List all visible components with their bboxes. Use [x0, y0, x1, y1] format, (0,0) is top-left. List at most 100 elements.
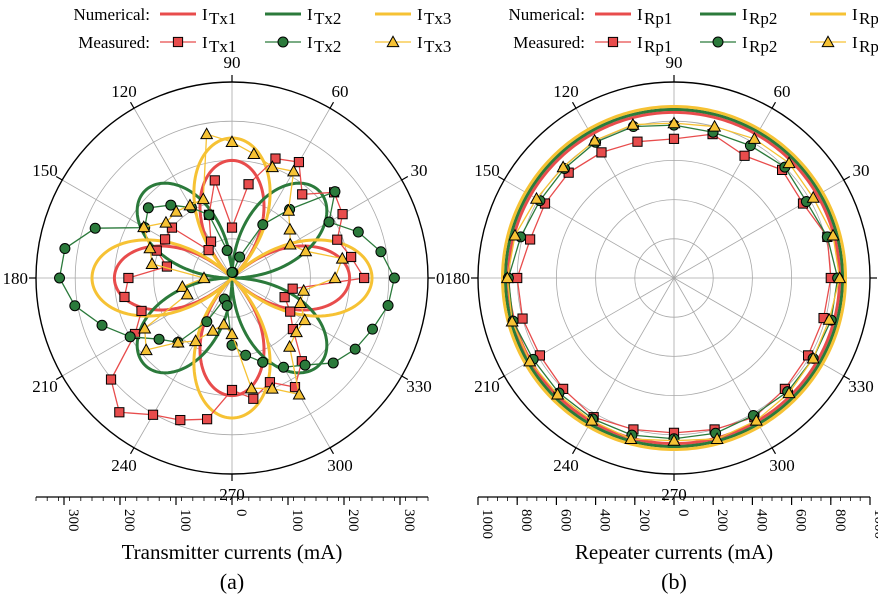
x-axis-title-b: Repeater currents (mA) — [575, 540, 773, 564]
measured-point-2 — [323, 216, 335, 228]
measured-point-1 — [359, 272, 370, 284]
measured-point-3 — [782, 156, 796, 169]
measured-point-3 — [169, 204, 183, 217]
measured-point-3 — [299, 244, 313, 257]
legend-entry-1: I — [202, 33, 208, 52]
radial-tick-label: 400 — [753, 509, 769, 532]
legend-entry-1: I — [637, 33, 643, 52]
measured-point-1 — [525, 234, 536, 245]
angle-label: 270 — [661, 485, 687, 504]
angle-label: 150 — [32, 161, 58, 180]
radial-tick-label: 200 — [345, 509, 361, 532]
legend-entry-sub-3: Rp3 — [859, 37, 878, 56]
measured-point-2 — [54, 272, 66, 284]
measured-point-2 — [375, 246, 387, 258]
measured-point-3 — [206, 323, 220, 336]
measured-point-1 — [205, 236, 217, 247]
angle-label: 330 — [848, 377, 874, 396]
angle-label: 240 — [553, 456, 579, 475]
measured-point-3 — [710, 432, 724, 445]
legend-measured-label: Measured: — [513, 33, 585, 52]
measured-point-3 — [588, 133, 602, 146]
measured-point-3 — [138, 321, 152, 334]
measured-point-1 — [270, 153, 281, 164]
measured-point-1 — [346, 251, 357, 263]
radial-tick-label: 1000 — [871, 509, 878, 539]
measured-point-1 — [248, 393, 259, 404]
measured-point-3 — [500, 271, 514, 284]
measured-point-2 — [278, 361, 290, 373]
measured-point-3 — [159, 215, 173, 228]
measured-point-2 — [165, 199, 177, 211]
measured-point-2 — [124, 331, 136, 343]
angle-tick — [129, 447, 135, 455]
angle-tick — [571, 101, 577, 109]
grid-spoke — [504, 179, 675, 279]
measured-point-3 — [707, 119, 722, 132]
angle-tick — [571, 447, 577, 455]
legend-entry-sub-1: Rp1 — [644, 37, 672, 56]
radial-tick-label: 800 — [832, 509, 848, 532]
measured-point-2 — [240, 349, 252, 361]
radial-tick-label: 100 — [289, 509, 305, 532]
measured-series-1 — [110, 157, 366, 421]
legend-entry-1: I — [202, 5, 208, 24]
legend-entry-sub-1: Rp1 — [644, 9, 672, 28]
measured-point-2 — [142, 202, 154, 214]
measured-point-3 — [529, 191, 544, 204]
measured-point-3 — [292, 387, 306, 400]
angle-label: 120 — [553, 82, 579, 101]
legend-entry-sub-1: Tx1 — [209, 9, 236, 28]
measured-point-2 — [382, 300, 394, 312]
measured-point-3 — [283, 222, 297, 235]
measured-point-3 — [196, 192, 210, 205]
measured-point-3 — [626, 117, 640, 130]
measured-point-3 — [244, 381, 259, 394]
angle-tick — [401, 375, 409, 381]
angle-label: 60 — [774, 82, 791, 101]
measured-point-1 — [279, 292, 290, 303]
legend-marker-2 — [277, 36, 289, 48]
measured-point-1 — [209, 175, 220, 186]
measured-point-1 — [226, 222, 238, 233]
angle-label: 330 — [406, 377, 432, 396]
legend-entry-sub-3: Rp3 — [859, 9, 878, 28]
measured-point-2 — [299, 359, 311, 371]
panel-label-b: (b) — [661, 569, 687, 594]
measured-point-1 — [332, 234, 343, 245]
measured-point-1 — [136, 305, 147, 317]
legend-numerical-label: Numerical: — [509, 5, 585, 24]
radial-tick-label: 600 — [793, 509, 809, 532]
measured-point-3 — [556, 160, 570, 173]
measured-point-2 — [153, 333, 165, 345]
measured-point-3 — [139, 343, 153, 356]
radial-tick-label: 0 — [675, 509, 691, 517]
angle-label: 30 — [853, 161, 870, 180]
measured-point-3 — [289, 325, 303, 338]
angle-label: 240 — [111, 456, 137, 475]
measured-point-1 — [337, 209, 348, 220]
measured-point-2 — [96, 319, 108, 331]
measured-point-2 — [349, 343, 361, 355]
angle-label: 60 — [332, 82, 349, 101]
measured-point-1 — [297, 189, 308, 200]
measured-point-3 — [523, 354, 537, 367]
measured-point-3 — [624, 432, 638, 445]
legend-marker-2 — [712, 36, 724, 48]
angle-label: 300 — [327, 456, 353, 475]
angle-tick — [771, 447, 777, 455]
angle-tick — [843, 175, 851, 181]
measured-point-3 — [747, 132, 761, 144]
angle-tick — [843, 375, 851, 381]
measured-point-2 — [327, 357, 339, 369]
measured-point-2 — [89, 222, 101, 234]
measured-point-2 — [203, 209, 215, 221]
measured-point-3 — [806, 190, 820, 203]
legend-marker-3 — [821, 35, 835, 48]
measured-point-3 — [171, 335, 185, 348]
measured-point-1 — [517, 313, 528, 324]
legend-entry-sub-2: Rp2 — [749, 9, 777, 28]
legend-entry-sub-2: Tx2 — [314, 37, 341, 56]
